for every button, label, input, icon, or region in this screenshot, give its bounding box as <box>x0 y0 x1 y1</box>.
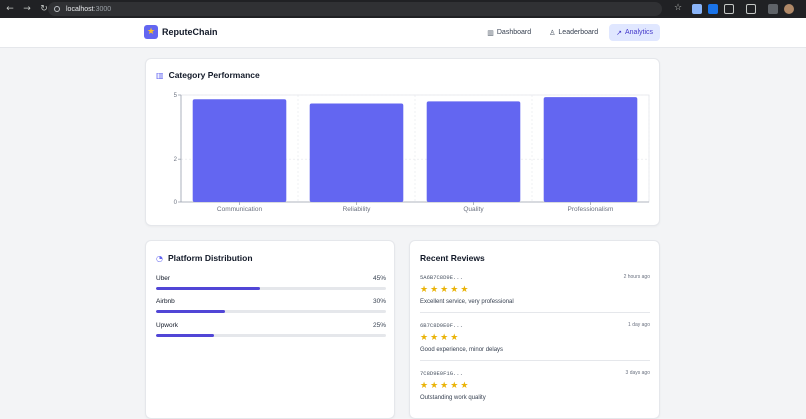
extension-icon[interactable] <box>708 4 718 14</box>
star-icon: ★ <box>450 333 459 343</box>
review-text: Outstanding work quality <box>420 395 486 401</box>
card-title-text: Category Performance <box>168 70 260 80</box>
trophy-icon: ♙ <box>549 28 556 37</box>
star-icon: ★ <box>440 285 449 295</box>
star-icon: ★ <box>420 333 429 343</box>
y-tick-label: 0 <box>174 200 178 206</box>
platform-name: Upwork <box>156 322 179 329</box>
y-tick-label: 2 <box>174 157 178 163</box>
bar <box>426 101 521 202</box>
card-title: ▥ Category Performance <box>156 70 260 80</box>
brand[interactable]: ★ ReputeChain <box>144 25 218 39</box>
nav-label: Leaderboard <box>558 29 599 36</box>
app-header: ★ ReputeChain ▥ Dashboard ♙ Leaderboard … <box>0 18 806 48</box>
brand-name: ReputeChain <box>162 27 218 37</box>
review-time: 2 hours ago <box>623 274 650 280</box>
platform-percent: 25% <box>372 322 386 329</box>
star-icon: ★ <box>420 381 429 391</box>
review-time: 3 days ago <box>625 370 650 376</box>
bar <box>309 103 404 202</box>
platform-name: Airbnb <box>156 298 175 305</box>
site-info-icon[interactable] <box>54 6 60 12</box>
bar-chart-icon: ▥ <box>487 28 494 37</box>
nav-leaderboard[interactable]: ♙ Leaderboard <box>542 24 605 41</box>
distribution-row: Uber 45% <box>156 275 386 290</box>
progress-fill <box>156 287 260 290</box>
star-icon: ★ <box>450 381 459 391</box>
back-icon[interactable]: ← <box>6 4 14 14</box>
pie-chart-icon: ◔ <box>156 253 163 263</box>
progress-fill <box>156 310 225 313</box>
nav-analytics[interactable]: ↗ Analytics <box>609 24 660 41</box>
distribution-row: Upwork 25% <box>156 322 386 337</box>
category-bar-chart: 0 2 5 Communication Reliability Quality Profes… <box>174 93 650 213</box>
star-icon: ★ <box>460 381 469 391</box>
nav-label: Dashboard <box>496 29 532 36</box>
nav-dashboard[interactable]: ▥ Dashboard <box>480 24 538 41</box>
review-text: Excellent service, very professional <box>420 299 514 305</box>
star-icon: ★ <box>460 285 469 295</box>
platform-name: Uber <box>156 275 171 282</box>
bar <box>192 99 287 202</box>
divider <box>420 360 650 361</box>
star-icon: ★ <box>450 285 459 295</box>
url-text: localhost:3000 <box>66 5 112 13</box>
reload-icon[interactable]: ↻ <box>40 4 48 14</box>
nav-label: Analytics <box>624 29 653 36</box>
star-rating: ★ ★ ★ ★ ★ <box>420 382 650 391</box>
forward-icon[interactable]: → <box>23 4 31 14</box>
browser-toolbar: ← → ↻ localhost:3000 ☆ <box>0 0 806 18</box>
star-icon: ★ <box>430 381 439 391</box>
distribution-row: Airbnb 30% <box>156 298 386 313</box>
platform-percent: 30% <box>372 298 386 305</box>
star-icon: ★ <box>440 333 449 343</box>
recent-reviews-card: Recent Reviews 5A6B7C8D9E... 2 hours ago… <box>409 240 660 419</box>
card-title: Recent Reviews <box>420 253 485 263</box>
extension-icon[interactable] <box>768 4 778 14</box>
star-rating: ★ ★ ★ ★ ★ <box>420 286 650 295</box>
review-time: 1 day ago <box>628 322 650 328</box>
star-icon: ★ <box>430 285 439 295</box>
review-item: 7C8D9E0F1G... 3 days ago ★ ★ ★ ★ ★ Outstandi… <box>420 370 650 401</box>
extension-icon[interactable] <box>692 4 702 14</box>
reviewer-address: 6B7C8D9E0F... <box>420 322 463 329</box>
card-title: ◔ Platform Distribution <box>156 253 253 263</box>
bar-chart-icon: ▥ <box>156 70 164 80</box>
address-bar[interactable]: localhost:3000 <box>48 2 662 16</box>
y-tick-label: 5 <box>174 93 178 99</box>
x-tick-label: Professionalism <box>568 206 614 213</box>
main-nav: ▥ Dashboard ♙ Leaderboard ↗ Analytics <box>480 24 660 41</box>
reviewer-address: 5A6B7C8D9E... <box>420 274 463 281</box>
puzzle-icon[interactable] <box>724 4 734 14</box>
review-item: 5A6B7C8D9E... 2 hours ago ★ ★ ★ ★ ★ Excellen… <box>420 274 650 313</box>
platform-distribution-card: ◔ Platform Distribution Uber 45% Airbnb … <box>145 240 395 419</box>
progress-track <box>156 334 386 337</box>
profile-avatar[interactable] <box>784 4 794 14</box>
star-icon: ★ <box>420 285 429 295</box>
star-rating: ★ ★ ★ ★ <box>420 334 650 343</box>
platform-percent: 45% <box>372 275 386 282</box>
progress-fill <box>156 334 214 337</box>
category-performance-card: ▥ Category Performance 0 2 5 Communication R… <box>145 58 660 226</box>
reviewer-address: 7C8D9E0F1G... <box>420 370 463 377</box>
star-icon: ★ <box>430 333 439 343</box>
divider <box>420 312 650 313</box>
bar <box>543 97 638 202</box>
review-text: Good experience, minor delays <box>420 347 504 353</box>
x-tick-label: Reliability <box>343 206 372 213</box>
card-title-text: Recent Reviews <box>420 253 485 263</box>
star-icon: ★ <box>440 381 449 391</box>
x-tick-label: Quality <box>463 206 484 213</box>
progress-track <box>156 310 386 313</box>
trending-up-icon: ↗ <box>616 28 622 37</box>
progress-track <box>156 287 386 290</box>
review-item: 6B7C8D9E0F... 1 day ago ★ ★ ★ ★ Good experi… <box>420 322 650 361</box>
x-tick-label: Communication <box>217 206 263 213</box>
bookmark-star-icon[interactable]: ☆ <box>673 3 683 13</box>
card-title-text: Platform Distribution <box>167 253 253 263</box>
cast-icon[interactable] <box>746 4 756 14</box>
star-logo-icon: ★ <box>144 25 158 39</box>
